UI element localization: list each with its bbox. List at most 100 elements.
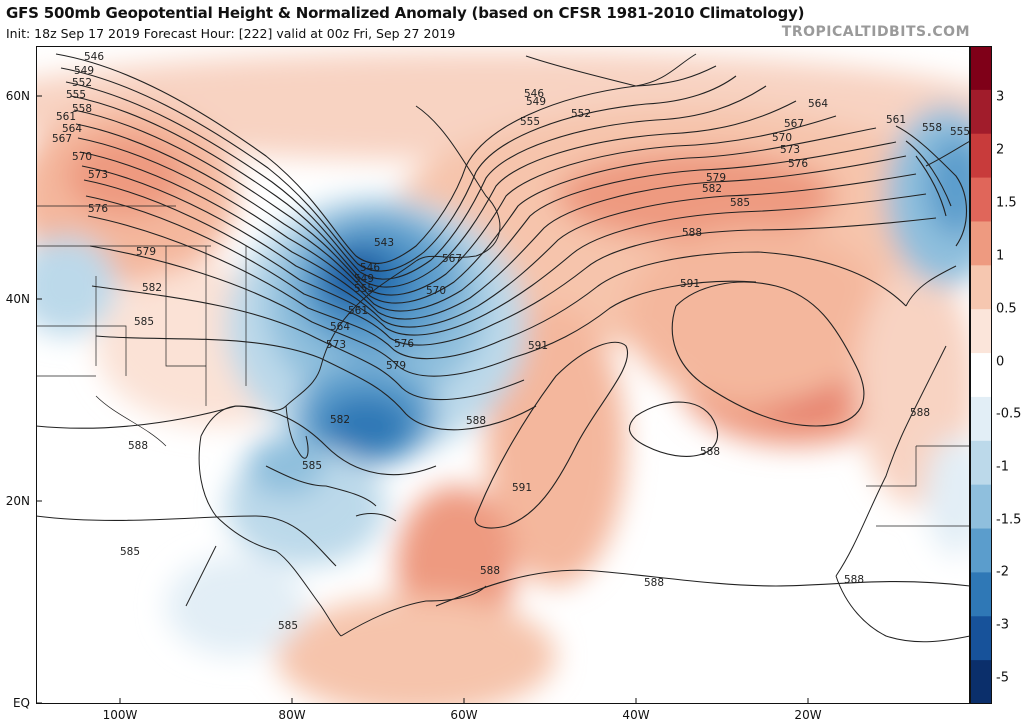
contour-label: 585	[302, 460, 322, 472]
height-contours	[36, 53, 970, 607]
contour-label: 579	[386, 360, 406, 372]
colorbar-label: 0.5	[996, 301, 1017, 317]
contour-label: 555	[520, 116, 540, 128]
contour-label: 564	[62, 123, 82, 135]
contour-label: 588	[128, 440, 148, 452]
colorbar-swatch	[970, 46, 992, 91]
colorbar-label: 3	[996, 89, 1005, 105]
lat-label: EQ	[12, 696, 30, 710]
contour-label: 573	[780, 144, 800, 156]
lat-label: 20N	[5, 494, 30, 508]
colorbar-swatch	[970, 660, 992, 704]
contour-label: 588	[644, 577, 664, 589]
colorbar-swatch	[970, 616, 992, 661]
contour-label: 588	[466, 415, 486, 427]
lon-label: 20W	[794, 708, 822, 722]
contour-label: 585	[278, 620, 298, 632]
contour-label: 549	[354, 273, 374, 285]
contour-label: 546	[360, 262, 380, 274]
colorbar-label: -3	[996, 617, 1009, 633]
colorbar-label: -0.5	[996, 406, 1022, 422]
colorbar-swatch	[970, 89, 992, 135]
lon-label: 100W	[102, 708, 138, 722]
map-canvas: 546 549 552 555 558 561 564 567 570 573 …	[36, 46, 970, 704]
contour-label: 591	[680, 278, 700, 290]
lon-label: 80W	[278, 708, 306, 722]
contour-labels: 546 549 552 555 558 561 564 567 570 573 …	[52, 51, 970, 632]
contour-label: 585	[120, 546, 140, 558]
contour-label: 552	[72, 77, 92, 89]
contour-label: 555	[950, 126, 970, 138]
colorbar-label: 1.5	[996, 195, 1017, 211]
chart-title: GFS 500mb Geopotential Height & Normaliz…	[6, 4, 805, 22]
contour-label: 570	[772, 132, 792, 144]
map-frame	[36, 46, 970, 704]
contour-label: 582	[330, 414, 350, 426]
colorbar-swatch	[970, 133, 992, 179]
colorbar-label: 0	[996, 354, 1005, 370]
contour-label: 567	[784, 118, 804, 130]
lat-label: 60N	[5, 89, 30, 103]
lon-label: 60W	[450, 708, 478, 722]
colorbar-swatch	[970, 528, 992, 573]
contour-label: 561	[886, 114, 906, 126]
colorbar-label: -2	[996, 564, 1009, 580]
contour-label: 585	[134, 316, 154, 328]
contour-label: 561	[56, 111, 76, 123]
contour-label: 561	[348, 305, 368, 317]
contour-label: 576	[788, 158, 808, 170]
contour-label: 558	[922, 122, 942, 134]
chart-subtitle: Init: 18z Sep 17 2019 Forecast Hour: [22…	[6, 26, 456, 41]
colorbar-swatch	[970, 440, 992, 486]
contour-label: 591	[528, 340, 548, 352]
colorbar-swatch	[970, 221, 992, 266]
contour-label: 579	[136, 246, 156, 258]
contour-label: 555	[354, 283, 374, 295]
contour-label: 549	[526, 96, 546, 108]
contour-label: 588	[682, 227, 702, 239]
contour-label: 552	[571, 108, 591, 120]
colorbar-frame	[970, 46, 992, 704]
contour-label: 543	[374, 237, 394, 249]
contour-label: 573	[88, 169, 108, 181]
contour-label: 582	[142, 282, 162, 294]
contour-label: 567	[442, 253, 462, 265]
colorbar	[970, 46, 992, 704]
colorbar-swatch	[970, 177, 992, 222]
contour-label: 588	[700, 446, 720, 458]
contour-label: 546	[84, 51, 104, 63]
colorbar-label: 1	[996, 248, 1005, 264]
political-borders	[36, 205, 970, 527]
colorbar-swatch	[970, 572, 992, 617]
lon-label: 40W	[622, 708, 650, 722]
contour-label: 567	[52, 133, 72, 145]
colorbar-label: 2	[996, 142, 1005, 158]
colorbar-label: -1	[996, 459, 1009, 475]
contour-label: 576	[88, 203, 108, 215]
contour-label: 588	[480, 565, 500, 577]
contour-label: 558	[72, 103, 92, 115]
contour-label: 555	[66, 89, 86, 101]
colorbar-swatch	[970, 396, 992, 442]
colorbar-swatch	[970, 353, 992, 398]
colorbar-label: -1.5	[996, 512, 1022, 528]
contour-label: 585	[730, 197, 750, 209]
contour-label: 570	[426, 285, 446, 297]
contour-label: 570	[72, 151, 92, 163]
colorbar-swatch	[970, 265, 992, 310]
contour-label: 546	[524, 88, 544, 100]
brand-watermark: TROPICALTIDBITS.COM	[781, 24, 970, 40]
contour-label: 591	[512, 482, 532, 494]
contour-label: 549	[74, 65, 94, 77]
contour-label: 579	[706, 172, 726, 184]
lat-label: 40N	[5, 292, 30, 306]
colorbar-swatch	[970, 484, 992, 530]
colorbar-label: -5	[996, 670, 1009, 686]
contour-label: 576	[394, 338, 414, 350]
contour-label: 564	[808, 98, 828, 110]
contour-label: 564	[330, 321, 350, 333]
colorbar-swatch	[970, 309, 992, 354]
contour-label: 588	[910, 407, 930, 419]
contour-label: 588	[844, 574, 864, 586]
contour-label: 573	[326, 339, 346, 351]
